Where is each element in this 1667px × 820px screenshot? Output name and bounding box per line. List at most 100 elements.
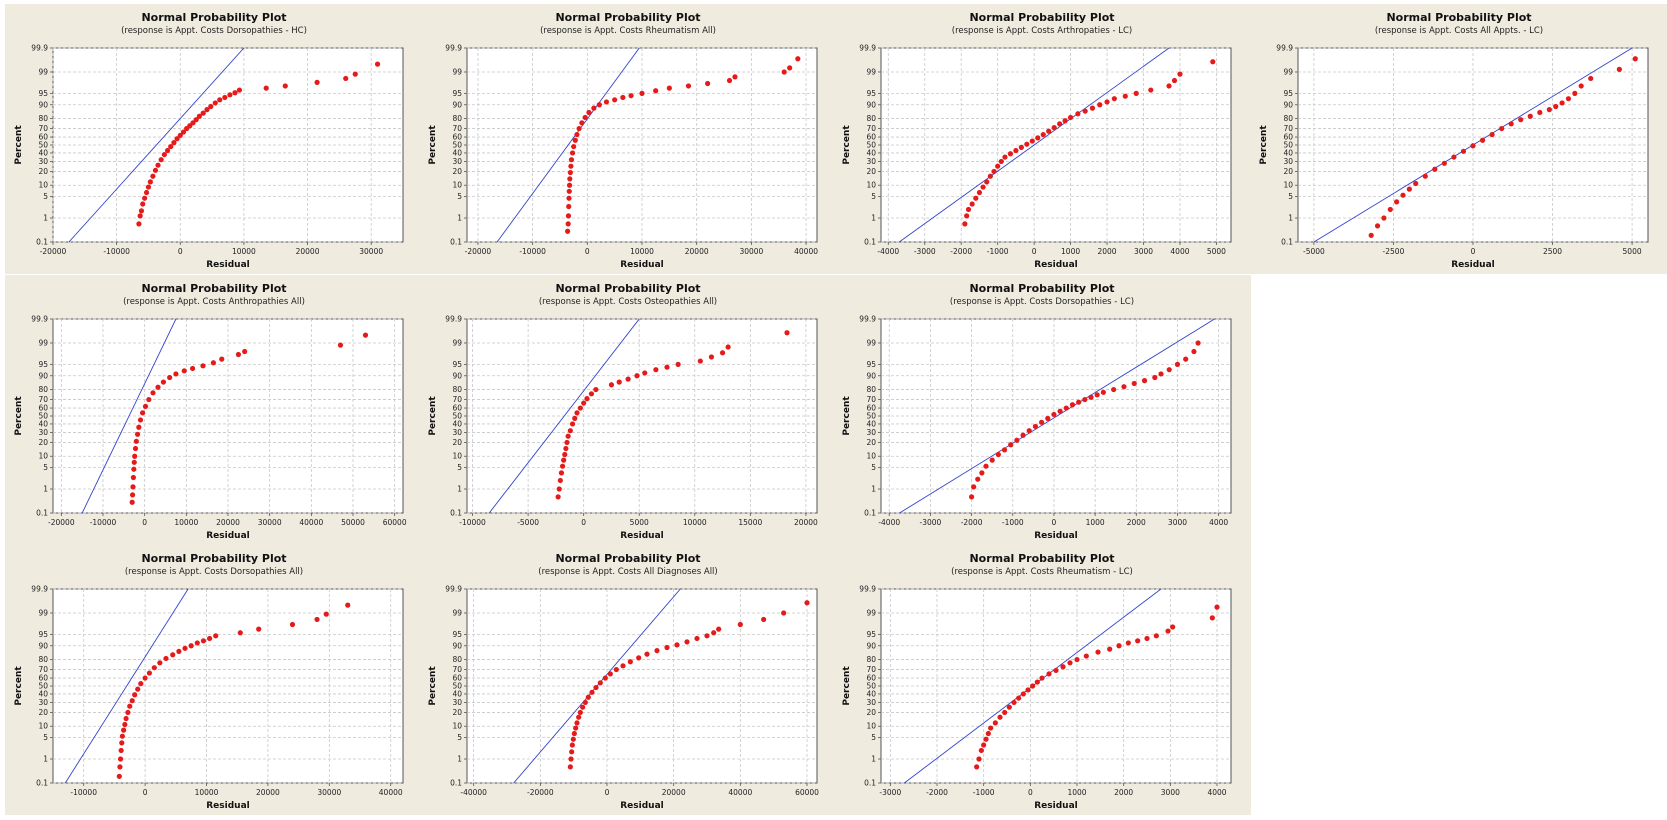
- data-point: [1153, 633, 1159, 639]
- y-tick-label: 99: [38, 67, 48, 76]
- probability-plot: Normal Probability Plot (response is Appt…: [14, 282, 407, 541]
- data-point: [664, 364, 670, 370]
- fit-line: [68, 48, 245, 242]
- y-tick-label: 40: [452, 419, 462, 428]
- y-tick-label: 5: [871, 733, 876, 742]
- data-point: [1406, 186, 1412, 192]
- data-point: [613, 666, 619, 673]
- y-tick-label: 20: [866, 708, 876, 717]
- x-tick-label: 30000: [258, 518, 282, 527]
- data-point: [345, 602, 351, 608]
- x-tick-label: 0: [142, 518, 147, 527]
- y-tick-label: 90: [38, 100, 48, 109]
- data-point: [591, 105, 597, 111]
- y-tick-label: 5: [1288, 192, 1293, 201]
- y-tick-label: 10: [452, 722, 462, 731]
- data-point: [576, 125, 582, 132]
- data-point: [1020, 432, 1026, 438]
- data-point: [607, 671, 613, 677]
- data-point: [593, 684, 599, 691]
- data-point: [208, 103, 214, 110]
- y-tick-label: 40: [866, 419, 876, 428]
- y-tick-label: 50: [866, 141, 876, 150]
- y-tick-label: 99: [452, 338, 462, 347]
- y-tick-label: 30: [866, 428, 876, 437]
- x-tick-label: -5000: [1303, 247, 1325, 256]
- data-point: [582, 114, 588, 121]
- data-point: [150, 173, 156, 179]
- x-tick-label: 0: [1052, 518, 1057, 527]
- data-point: [685, 83, 692, 89]
- y-tick-label: 50: [452, 141, 462, 150]
- x-tick-label: 10000: [683, 518, 707, 527]
- data-point: [675, 361, 681, 367]
- y-tick-label: 0.1: [450, 238, 462, 247]
- data-point: [558, 470, 565, 476]
- y-tick-label: 1: [457, 214, 462, 223]
- data-point: [995, 163, 1001, 169]
- x-tick-label: 0: [143, 788, 148, 797]
- data-point: [567, 169, 573, 176]
- y-tick-label: 99.9: [445, 44, 462, 53]
- data-point: [616, 379, 622, 385]
- data-point: [588, 391, 595, 397]
- data-point: [1057, 121, 1063, 127]
- fit-line: [64, 589, 189, 783]
- y-tick-label: 1: [871, 755, 876, 764]
- data-point: [1546, 107, 1552, 113]
- x-tick-label: -1000: [987, 247, 1009, 256]
- data-point: [574, 131, 580, 138]
- data-point: [1057, 408, 1063, 414]
- chart-subtitle: (response is Appt. Costs Anthropathies A…: [123, 297, 305, 307]
- x-tick-label: 0: [1471, 247, 1476, 256]
- fit-line: [899, 319, 1215, 513]
- y-tick-label: 80: [38, 385, 48, 394]
- y-tick-label: 90: [38, 641, 48, 650]
- data-point: [596, 102, 602, 108]
- data-point: [1116, 643, 1122, 649]
- chart-subtitle: (response is Appt. Costs Dorsopathies Al…: [125, 567, 303, 577]
- y-tick-label: 95: [452, 360, 462, 369]
- x-tick-label: 4000: [1207, 788, 1226, 797]
- data-point: [129, 698, 135, 704]
- data-point: [1171, 77, 1178, 84]
- data-point: [235, 351, 242, 358]
- data-point: [557, 477, 563, 484]
- data-point: [1451, 154, 1457, 160]
- y-tick-label: 30: [38, 157, 48, 166]
- data-point: [666, 85, 672, 91]
- x-tick-label: 2000: [1127, 518, 1146, 527]
- x-tick-label: 30000: [359, 247, 383, 256]
- data-point: [138, 208, 145, 214]
- data-point: [1013, 147, 1019, 154]
- y-tick-label: 70: [452, 665, 462, 674]
- y-tick-label: 99.9: [445, 315, 462, 324]
- y-axis-label: Percent: [1259, 125, 1269, 165]
- data-point: [1183, 356, 1189, 362]
- data-point: [1422, 173, 1428, 179]
- data-point: [131, 466, 137, 472]
- data-point: [593, 386, 599, 393]
- y-tick-label: 80: [866, 655, 876, 664]
- x-tick-label: 4000: [1170, 247, 1189, 256]
- x-tick-label: 0: [605, 788, 610, 797]
- data-point: [1387, 206, 1393, 213]
- x-tick-label: -40000: [460, 788, 487, 797]
- data-point: [119, 740, 125, 746]
- y-tick-label: 60: [452, 133, 462, 142]
- data-point: [1060, 664, 1066, 670]
- data-point: [571, 730, 577, 737]
- y-tick-label: 80: [452, 655, 462, 664]
- data-point: [157, 660, 163, 666]
- data-point: [125, 709, 131, 716]
- y-tick-label: 50: [452, 682, 462, 691]
- data-point: [200, 638, 207, 644]
- data-point: [572, 415, 578, 421]
- x-tick-label: 15000: [738, 518, 762, 527]
- chart-panel: Normal Probability Plot (response is Appt…: [5, 4, 423, 274]
- x-tick-label: 40000: [379, 788, 403, 797]
- data-point: [576, 714, 582, 720]
- y-tick-label: 5: [43, 463, 48, 472]
- data-point: [586, 109, 592, 116]
- data-point: [784, 330, 790, 336]
